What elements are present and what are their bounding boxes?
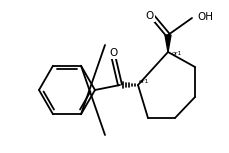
Text: O: O (145, 11, 153, 21)
Text: OH: OH (196, 12, 212, 22)
Text: O: O (109, 48, 118, 58)
Text: or1: or1 (138, 79, 149, 84)
Polygon shape (164, 35, 170, 52)
Text: or1: or1 (171, 50, 182, 56)
